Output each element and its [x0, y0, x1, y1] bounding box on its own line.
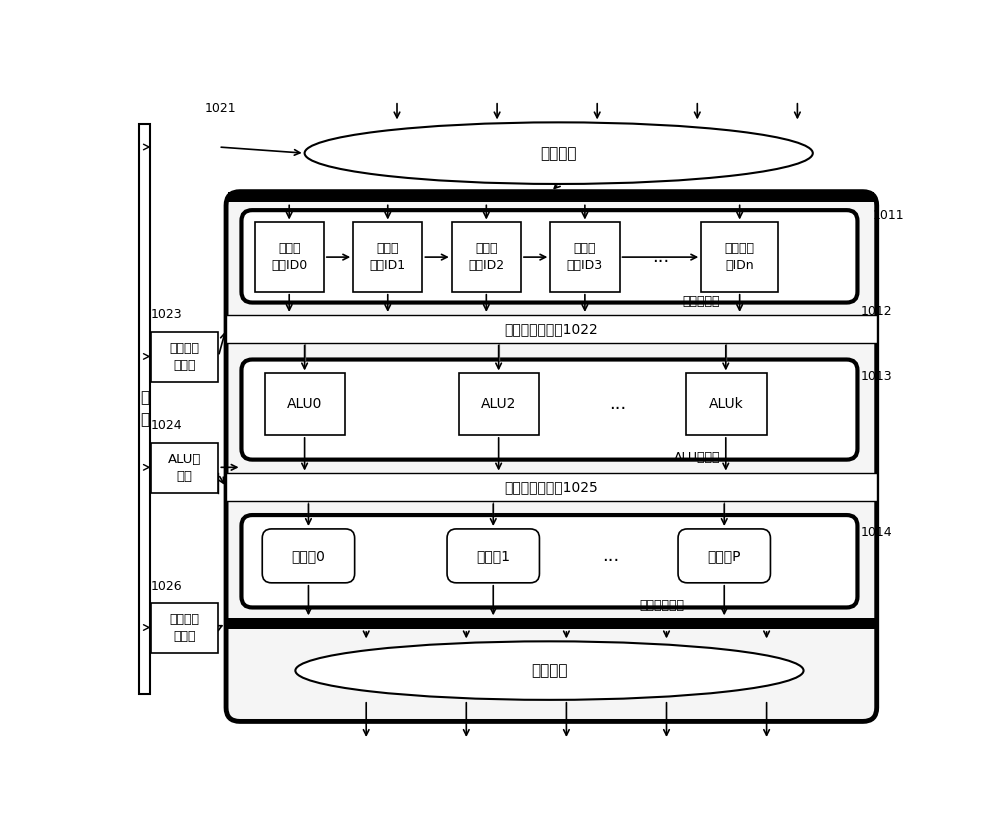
Text: ALU控
制器: ALU控 制器 [168, 453, 201, 483]
Text: 缓存资
源块ID1: 缓存资 源块ID1 [370, 242, 406, 272]
FancyBboxPatch shape [241, 210, 857, 302]
Bar [452, 223, 521, 291]
Text: 1024: 1024 [151, 419, 182, 432]
Text: ALU资源池: ALU资源池 [674, 451, 721, 465]
Text: ...: ... [652, 248, 670, 266]
Text: 累加器资源池: 累加器资源池 [640, 599, 685, 612]
Bar [353, 223, 422, 291]
Bar [686, 373, 767, 435]
Text: 缓存资源
块IDn: 缓存资源 块IDn [725, 242, 755, 272]
Text: 1011: 1011 [873, 208, 904, 222]
Bar [139, 123, 150, 694]
Text: 1021: 1021 [204, 102, 236, 114]
Text: ...: ... [602, 547, 620, 564]
Bar [255, 223, 324, 291]
Bar [228, 192, 874, 202]
Text: 缓存资源映射器1022: 缓存资源映射器1022 [505, 322, 598, 336]
Text: ...: ... [609, 395, 627, 413]
Text: 累加器P: 累加器P [708, 549, 741, 563]
Bar [226, 474, 877, 501]
Ellipse shape [295, 642, 804, 700]
Text: 滤波系数
存储器: 滤波系数 存储器 [169, 342, 199, 372]
Text: ALUk: ALUk [709, 397, 744, 411]
Text: 1013: 1013 [861, 370, 892, 383]
FancyBboxPatch shape [226, 192, 877, 722]
Text: 1012: 1012 [861, 305, 892, 318]
Text: 累加器1: 累加器1 [476, 549, 510, 563]
Text: 输出时序
控制器: 输出时序 控制器 [169, 613, 199, 643]
Text: 累加资源组织器1025: 累加资源组织器1025 [505, 480, 598, 494]
Text: 累加器0: 累加器0 [292, 549, 325, 563]
Text: ALU2: ALU2 [481, 397, 517, 411]
Text: 缓存资源池: 缓存资源池 [682, 295, 719, 307]
Text: 1023: 1023 [151, 308, 182, 321]
Bar [459, 373, 539, 435]
FancyBboxPatch shape [241, 515, 857, 607]
Text: ALU0: ALU0 [287, 397, 323, 411]
FancyBboxPatch shape [241, 360, 857, 459]
Text: 缓存资
源块ID0: 缓存资 源块ID0 [271, 242, 307, 272]
Bar [226, 315, 877, 343]
Bar [151, 332, 218, 382]
Ellipse shape [305, 123, 813, 184]
FancyBboxPatch shape [447, 529, 539, 583]
FancyBboxPatch shape [678, 529, 770, 583]
Bar [151, 443, 218, 493]
Bar [550, 223, 620, 291]
Bar [226, 618, 877, 629]
Text: 1014: 1014 [861, 526, 892, 538]
Text: 配
置: 配 置 [140, 391, 149, 428]
Text: 1026: 1026 [151, 580, 182, 593]
FancyBboxPatch shape [262, 529, 355, 583]
Text: 输入端口: 输入端口 [540, 145, 577, 160]
Bar [265, 373, 345, 435]
Bar [701, 223, 778, 291]
Text: 缓存资
源块ID3: 缓存资 源块ID3 [567, 242, 603, 272]
Text: 输出端口: 输出端口 [531, 663, 568, 678]
Text: 缓存资
源块ID2: 缓存资 源块ID2 [468, 242, 504, 272]
Bar [151, 603, 218, 653]
